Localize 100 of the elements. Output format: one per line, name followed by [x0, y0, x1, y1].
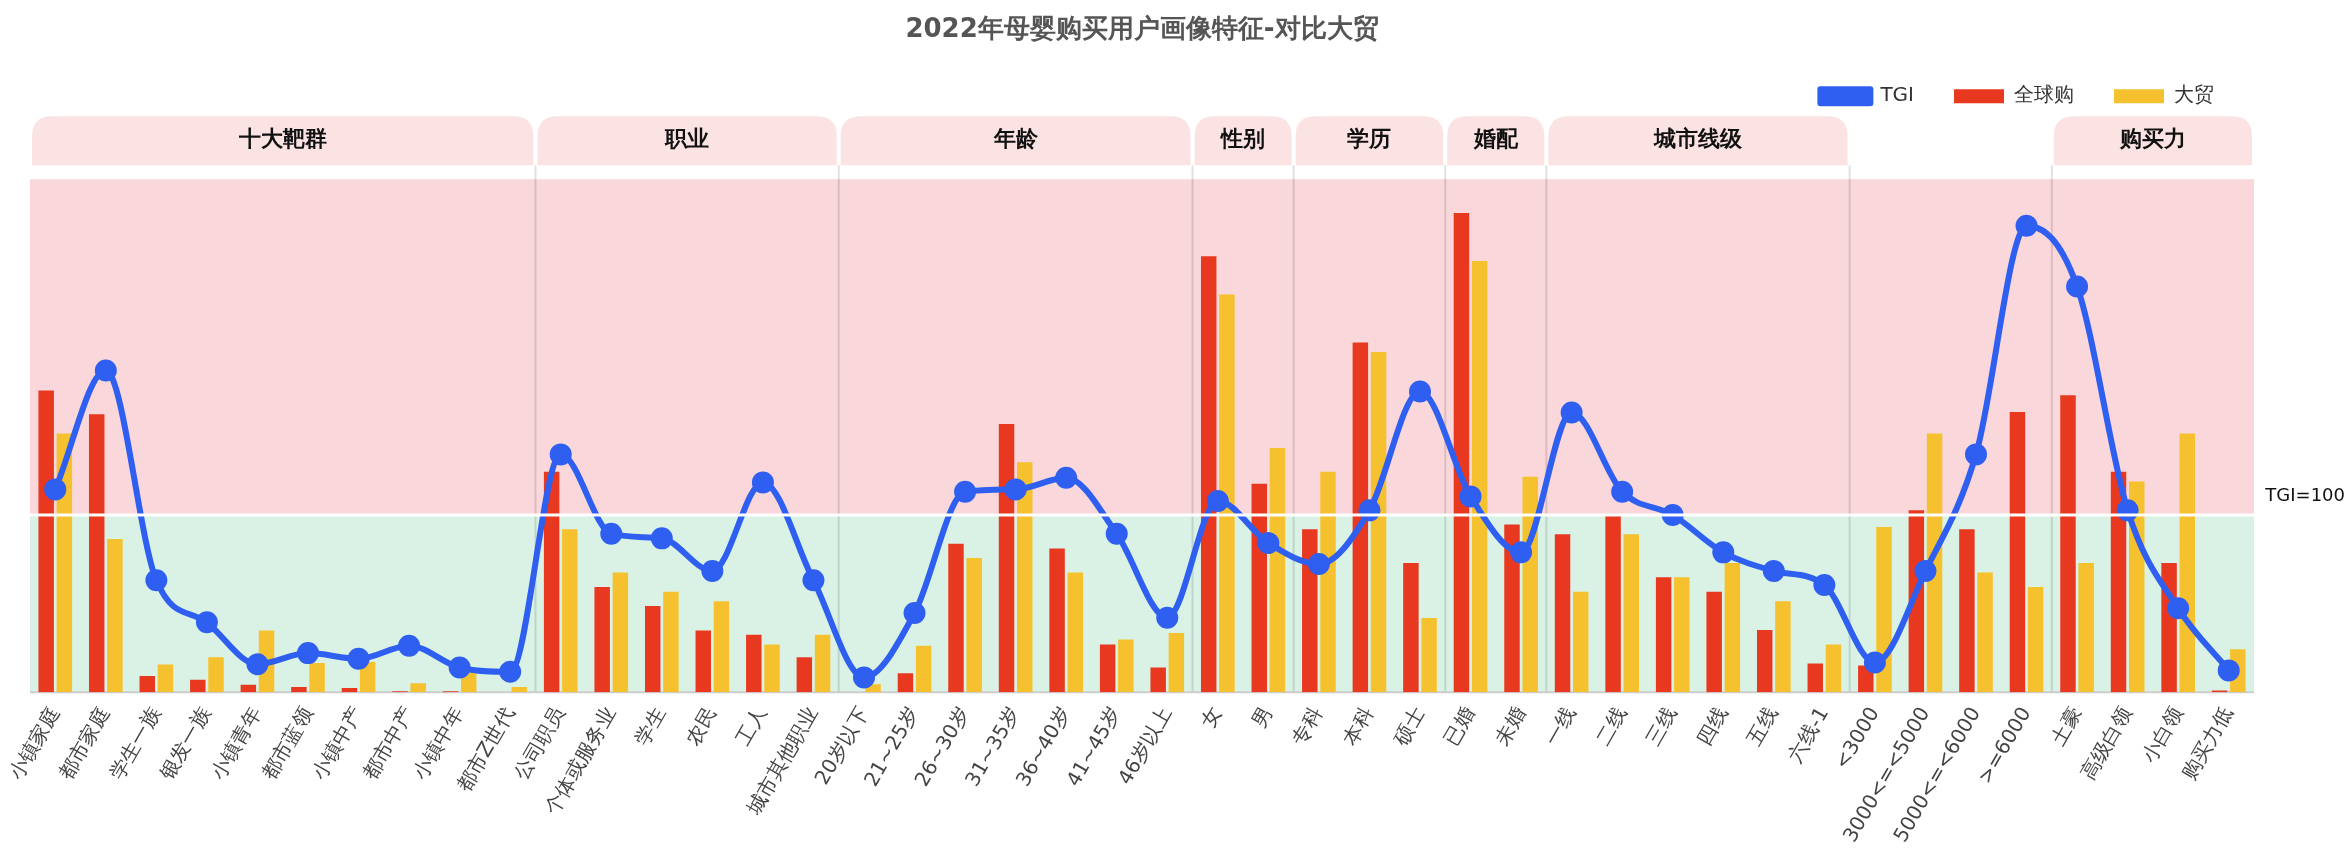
- text: 性别: [1219, 126, 1266, 152]
- bar: [1017, 462, 1033, 693]
- bar: [341, 687, 358, 693]
- bar: [1049, 548, 1065, 693]
- bar: [139, 676, 155, 693]
- point: [751, 471, 774, 494]
- point: [246, 653, 269, 676]
- bar: [1876, 526, 1892, 693]
- bar: [1370, 352, 1387, 693]
- bar: [764, 644, 780, 693]
- bar: [88, 414, 105, 693]
- point: [2217, 659, 2240, 682]
- bar: [2027, 586, 2044, 693]
- point: [398, 634, 421, 657]
- point: [802, 569, 825, 592]
- bar: [1200, 256, 1217, 693]
- text: TGI=100: [2264, 483, 2345, 505]
- bar: [644, 606, 661, 693]
- bar: [695, 630, 711, 693]
- bar: [1421, 618, 1437, 693]
- point: [1004, 478, 1027, 501]
- bar: [1807, 663, 1823, 693]
- bar: [948, 543, 964, 693]
- point: [1863, 651, 1886, 674]
- text: 年龄: [992, 126, 1039, 152]
- x-tick-label: 土豪: [2045, 702, 2086, 750]
- bar: [713, 601, 730, 693]
- x-tick-label: 六线-1: [1782, 702, 1834, 767]
- point: [1105, 522, 1128, 545]
- point: [549, 443, 572, 466]
- point: [1560, 401, 1583, 424]
- point: [2015, 214, 2038, 237]
- x-tick-label: 工人: [730, 702, 772, 750]
- point: [1712, 541, 1735, 564]
- point: [1813, 574, 1836, 597]
- point: [1257, 532, 1280, 555]
- bar: [1724, 562, 1741, 693]
- bar: [1504, 524, 1520, 693]
- x-tick-label: 硕士: [1387, 702, 1429, 750]
- point: [1055, 466, 1078, 489]
- bar: [1067, 572, 1084, 693]
- point: [853, 666, 875, 689]
- point: [1409, 380, 1431, 403]
- bar: [1959, 529, 1975, 693]
- point: [2167, 597, 2190, 620]
- x-tick-label: 二线: [1590, 702, 1632, 750]
- bar: [1554, 534, 1571, 693]
- chart-title: 2022年母婴购买用户画像特征-对比大贸: [905, 13, 1379, 44]
- x-tick-label: 四线: [1691, 702, 1733, 750]
- point: [145, 569, 168, 592]
- bar: [1825, 644, 1842, 693]
- bar: [746, 634, 762, 693]
- point: [600, 522, 623, 545]
- x-tick-label: 学生: [629, 702, 671, 750]
- bar: [1674, 577, 1690, 693]
- bar: [2078, 562, 2094, 693]
- bar: [1756, 630, 1773, 693]
- bar: [1099, 644, 1116, 693]
- point: [2066, 275, 2089, 298]
- bar: [998, 423, 1015, 693]
- text: 城市线级: [1653, 126, 1743, 152]
- text: 十大靶群: [237, 126, 327, 152]
- bar: [2060, 395, 2076, 693]
- bar: [1706, 591, 1722, 693]
- bar: [1623, 534, 1640, 693]
- point: [701, 560, 724, 583]
- bar: [1352, 342, 1369, 693]
- text: 学历: [1347, 126, 1392, 152]
- bar: [814, 634, 831, 693]
- point: [195, 611, 218, 634]
- point: [903, 602, 926, 624]
- bar: [309, 663, 325, 693]
- bar: [594, 586, 610, 693]
- x-tick-label: 一线: [1539, 702, 1581, 750]
- bar: [966, 558, 982, 693]
- bar: [663, 591, 679, 693]
- bar: [410, 683, 426, 693]
- x-tick-label: 女: [1195, 702, 1227, 732]
- x-tick-label: 农民: [680, 702, 722, 750]
- bar: [562, 529, 578, 693]
- point: [1307, 553, 1330, 576]
- bar: [1219, 294, 1235, 693]
- bar: [157, 664, 174, 693]
- point: [297, 642, 319, 665]
- legend-label: 大贸: [2174, 82, 2214, 107]
- point: [954, 480, 977, 503]
- point: [1156, 606, 1179, 629]
- text: 购买力: [2118, 126, 2186, 152]
- point: [1762, 560, 1785, 583]
- bar: [190, 679, 206, 693]
- bar: [511, 687, 528, 693]
- point: [94, 359, 117, 382]
- point: [650, 527, 673, 550]
- bar: [1150, 667, 1166, 693]
- point: [44, 478, 67, 501]
- point: [1459, 485, 1482, 508]
- text: 婚配: [1472, 126, 1519, 152]
- bar: [1302, 529, 1318, 693]
- x-tick-label: 已婚: [1438, 702, 1480, 750]
- point: [347, 647, 370, 670]
